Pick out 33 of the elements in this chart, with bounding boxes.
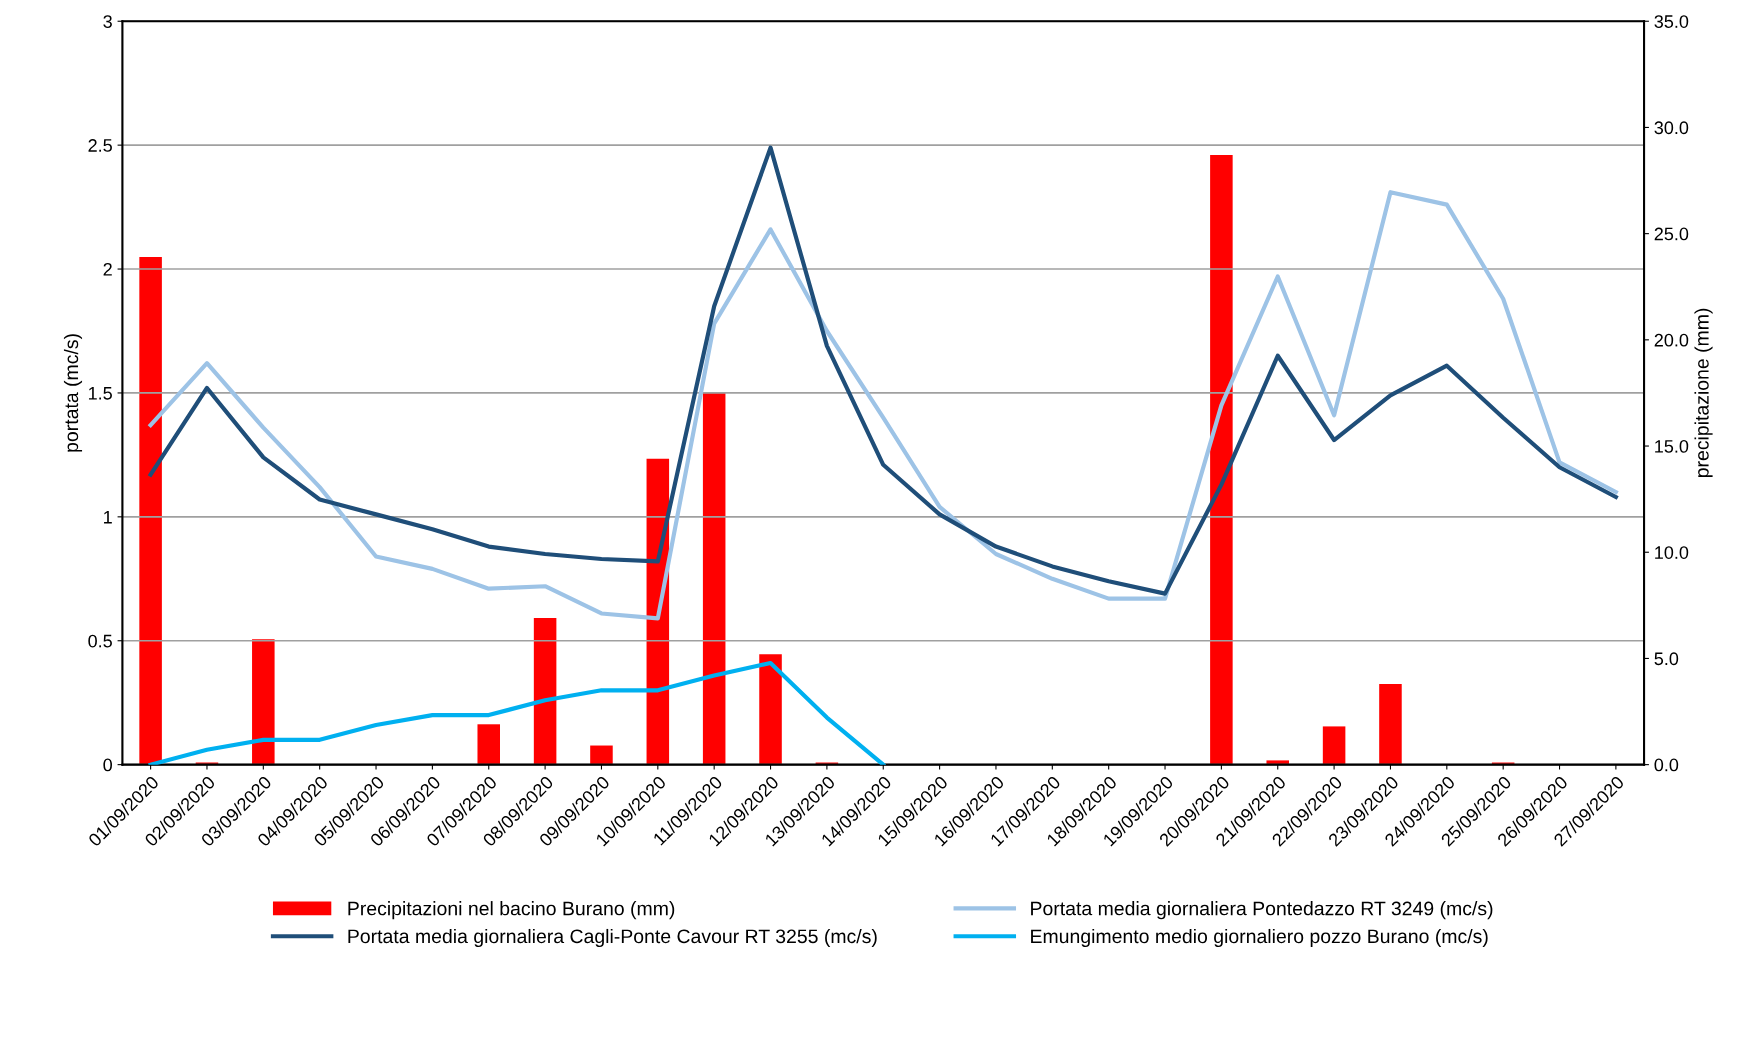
legend-label: Emungimento medio giornaliero pozzo Burano (mc/s) bbox=[1031, 928, 1488, 948]
bar bbox=[533, 618, 557, 765]
bar bbox=[1210, 155, 1233, 765]
bar bbox=[1266, 760, 1290, 765]
y-tick-label: 0 bbox=[103, 758, 112, 772]
y2-tick-label: 25.0 bbox=[1654, 227, 1689, 241]
y2-tick-label: 0.0 bbox=[1654, 758, 1679, 772]
bar bbox=[590, 745, 613, 765]
y2-tick-label: 30.0 bbox=[1654, 121, 1689, 135]
y2-tick-label: 15.0 bbox=[1655, 439, 1689, 453]
y-tick-label: 3 bbox=[103, 15, 112, 28]
y2-axis-title: precipitazione (mm) bbox=[1694, 308, 1713, 478]
legend-label: Portata media giornaliera Pontedazzo RT 3249 (mc/s) bbox=[1031, 901, 1493, 920]
y-tick-label: 1.5 bbox=[88, 387, 112, 400]
bar bbox=[1379, 683, 1402, 765]
y2-tick-label: 5.0 bbox=[1654, 652, 1679, 666]
legend-label: Precipitazioni nel bacino Burano (mm) bbox=[348, 901, 675, 920]
y-tick-label: 2.5 bbox=[88, 139, 112, 152]
y2-tick-label: 10.0 bbox=[1655, 546, 1689, 559]
bar bbox=[702, 392, 726, 765]
bar bbox=[1322, 726, 1346, 765]
y-tick-label: 1 bbox=[104, 510, 112, 524]
line-series bbox=[148, 660, 886, 765]
bar bbox=[139, 257, 162, 765]
y2-tick-label: 20.0 bbox=[1654, 333, 1689, 347]
bar bbox=[759, 654, 782, 765]
legend-label: Portata media giornaliera Cagli-Ponte Cavour RT 3255 (mc/s) bbox=[348, 928, 877, 948]
bar bbox=[477, 724, 501, 765]
y-tick-label: 2 bbox=[103, 262, 112, 276]
y-axis-title: portata (mc/s) bbox=[63, 334, 83, 452]
y2-tick-label: 35.0 bbox=[1654, 15, 1689, 28]
y-tick-label: 0.5 bbox=[88, 634, 112, 648]
bar bbox=[252, 639, 275, 765]
